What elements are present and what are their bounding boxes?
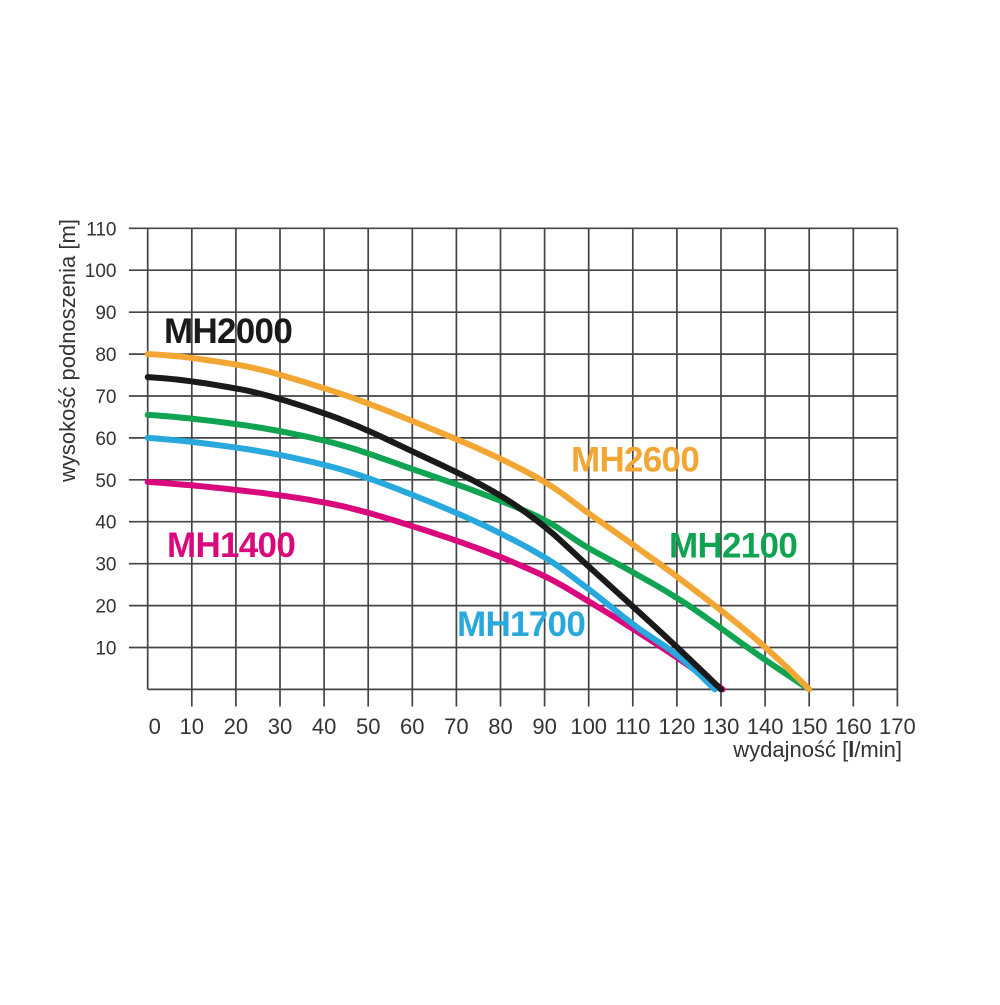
svg-text:110: 110 [615,714,650,739]
svg-text:MH1700: MH1700 [457,605,585,644]
svg-text:90: 90 [95,303,116,324]
svg-text:80: 80 [488,714,512,739]
svg-text:wysokość podnoszenia [m]: wysokość podnoszenia [m] [55,219,80,483]
svg-text:160: 160 [835,714,872,739]
svg-text:40: 40 [95,513,116,534]
svg-text:30: 30 [95,555,116,576]
svg-text:MH1400: MH1400 [167,526,295,565]
svg-text:50: 50 [95,471,116,492]
svg-text:140: 140 [747,714,784,739]
svg-text:10: 10 [180,714,204,739]
svg-text:70: 70 [444,714,468,739]
svg-text:20: 20 [95,597,116,618]
svg-text:100: 100 [85,261,117,282]
svg-text:60: 60 [95,429,116,450]
svg-text:120: 120 [659,714,696,739]
svg-text:MH2100: MH2100 [669,527,797,566]
svg-text:10: 10 [95,639,116,660]
svg-text:50: 50 [356,714,380,739]
svg-text:60: 60 [400,714,424,739]
svg-text:80: 80 [95,345,116,366]
svg-text:110: 110 [86,219,116,240]
svg-text:70: 70 [95,387,116,408]
svg-text:150: 150 [791,714,828,739]
svg-text:170: 170 [879,714,916,739]
svg-text:40: 40 [312,714,336,739]
svg-text:wydajność [l/min]: wydajność [l/min] [732,737,902,762]
svg-text:MH2000: MH2000 [164,312,292,351]
svg-text:30: 30 [268,714,292,739]
svg-text:MH2600: MH2600 [571,441,699,480]
svg-text:0: 0 [149,714,161,739]
svg-text:130: 130 [703,714,740,739]
svg-text:90: 90 [532,714,556,739]
svg-text:100: 100 [570,714,607,739]
svg-text:20: 20 [224,714,248,739]
